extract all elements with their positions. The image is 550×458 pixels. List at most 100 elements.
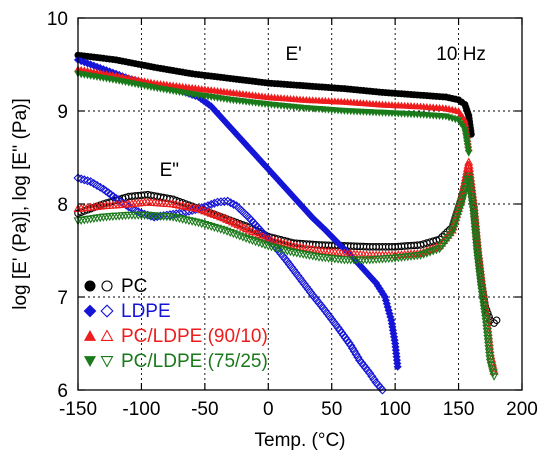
loss-point (464, 157, 474, 166)
loss-point (178, 215, 188, 224)
storage-point (89, 61, 98, 70)
loss-point (298, 250, 308, 259)
y-tick-label: 10 (47, 9, 68, 30)
loss-point (197, 220, 207, 229)
loss-point (237, 206, 247, 216)
loss-point (200, 221, 210, 230)
storage-point (240, 139, 250, 148)
annotation-storage-modulus: E' (286, 44, 302, 65)
loss-point (244, 235, 254, 245)
x-tick-label: -100 (122, 399, 160, 420)
x-tick-labels: -150 -100 -50 0 50 100 150 200 (59, 399, 538, 420)
storage-point (285, 188, 294, 197)
series-3 (73, 70, 499, 381)
loss-point (206, 199, 216, 210)
loss-point (213, 224, 223, 233)
storage-point (289, 192, 298, 202)
loss-point (206, 222, 216, 232)
legend-marker-filled (83, 356, 97, 368)
legend-marker-filled (83, 329, 97, 341)
loss-point (216, 225, 226, 234)
storage-point (217, 113, 226, 123)
storage-point (321, 225, 330, 235)
legend-label: PC/LDPE (90/10) (121, 326, 268, 347)
axis-ticks (77, 17, 523, 391)
loss-point (459, 188, 470, 197)
x-tick-label: -150 (59, 399, 97, 420)
loss-point (254, 239, 264, 248)
loss-point (301, 251, 311, 260)
loss-point (232, 231, 242, 240)
legend-marker-open (100, 356, 114, 368)
loss-point (279, 246, 289, 255)
y-tick-label: 6 (57, 381, 68, 402)
loss-point (308, 252, 318, 261)
x-tick-label: 0 (263, 399, 274, 420)
x-tick-label: 50 (321, 399, 342, 420)
loss-point (489, 372, 499, 381)
loss-point (203, 221, 213, 231)
loss-point (447, 228, 457, 237)
loss-point (228, 230, 238, 239)
storage-point (279, 181, 288, 190)
loss-point (194, 219, 204, 228)
loss-point (257, 240, 267, 249)
loss-point (212, 197, 223, 207)
loss-point (239, 208, 249, 218)
loss-point (82, 176, 93, 186)
legend-label: PC (121, 276, 147, 297)
storage-point (77, 56, 86, 66)
loss-point (174, 215, 184, 224)
storage-point (247, 146, 256, 155)
loss-point (457, 197, 467, 206)
loss-point (184, 217, 194, 226)
storage-point (308, 213, 317, 223)
loss-point (464, 160, 474, 169)
storage-point (318, 223, 327, 232)
data-points (73, 51, 501, 395)
storage-point (80, 58, 89, 67)
storage-point (236, 134, 245, 143)
loss-point (289, 248, 299, 258)
loss-point (353, 352, 363, 362)
legend: PC LDPE PC/LDPE (90/10) PC/LDPE (75/25) (83, 276, 268, 372)
storage-point (359, 265, 368, 274)
loss-point (448, 225, 458, 234)
loss-point (285, 248, 295, 257)
loss-point (209, 223, 219, 232)
loss-point (347, 343, 358, 353)
y-tick-label: 7 (57, 288, 68, 309)
loss-point (365, 368, 375, 378)
legend-entry: LDPE (83, 301, 171, 322)
storage-point (204, 100, 213, 109)
legend-entry: PC/LDPE (75/25) (83, 351, 268, 372)
legend-entry: PC (84, 276, 147, 297)
legend-entry: PC/LDPE (90/10) (83, 326, 268, 347)
loss-point (235, 232, 245, 241)
loss-point (311, 253, 321, 262)
loss-point (219, 196, 229, 207)
loss-point (460, 185, 470, 194)
storage-point (333, 239, 343, 248)
loss-point (263, 242, 273, 251)
loss-point (305, 251, 315, 260)
legend-label: PC/LDPE (75/25) (121, 351, 268, 372)
loss-point (456, 200, 466, 209)
loss-point (453, 209, 463, 219)
loss-point (216, 197, 226, 207)
storage-point (393, 362, 402, 371)
legend-marker-filled (83, 304, 97, 318)
legend-label: LDPE (121, 301, 171, 322)
legend-marker-filled (84, 280, 96, 292)
storage-point (207, 102, 216, 111)
x-tick-label: 200 (506, 399, 538, 420)
y-axis-label: log [E' (Pa)], log [E'' (Pa)] (10, 98, 31, 310)
storage-point (199, 96, 208, 105)
storage-point (257, 158, 267, 167)
loss-point (238, 233, 248, 242)
loss-point (292, 249, 302, 258)
loss-point (449, 222, 459, 231)
loss-point (454, 206, 464, 215)
loss-point (465, 167, 475, 176)
y-tick-labels: 6 7 8 9 10 (47, 9, 68, 402)
